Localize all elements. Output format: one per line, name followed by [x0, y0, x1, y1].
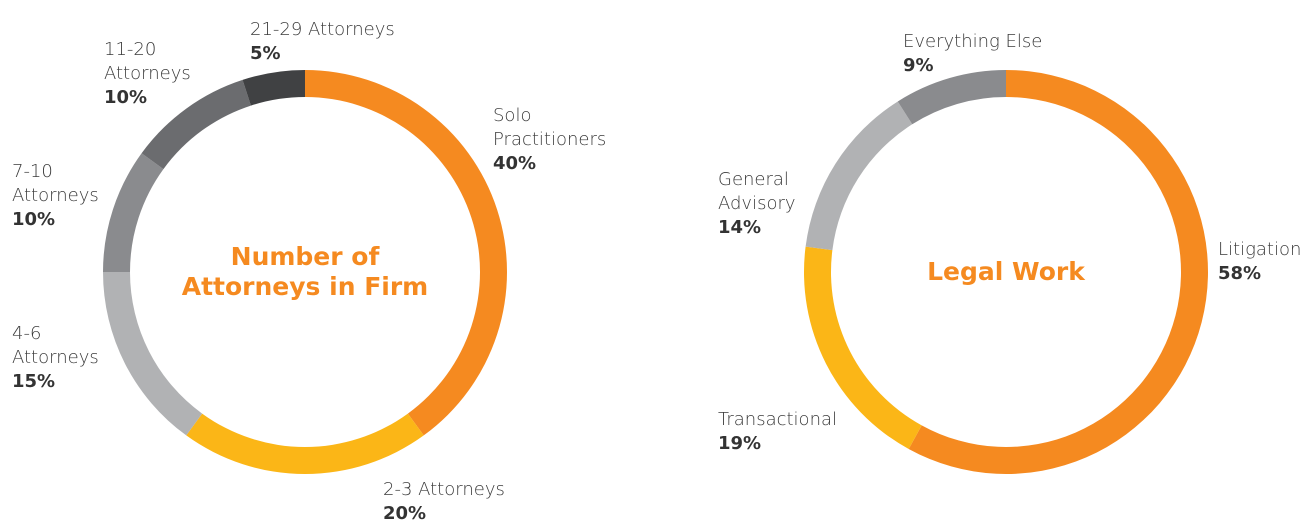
category-label: Everything Else [903, 31, 1043, 52]
value-label: 9% [903, 55, 934, 76]
value-label: 5% [250, 43, 281, 64]
donut-segment [103, 153, 164, 272]
category-label: Solo Practitioners [493, 105, 607, 150]
donut-segment [103, 272, 203, 436]
donut-segment [908, 70, 1208, 474]
value-label: 10% [12, 209, 56, 230]
category-label: 2-3 Attorneys [383, 479, 505, 500]
donut-segment [305, 70, 508, 436]
segment-label: Litigation 58% [1218, 238, 1301, 286]
donut-segment [242, 70, 305, 106]
donut-segment [897, 70, 1006, 125]
category-label: 7-10 Attorneys [12, 161, 99, 206]
value-label: 58% [1218, 263, 1262, 284]
donut-segment [805, 101, 913, 251]
category-label: Litigation [1218, 239, 1302, 260]
donut-segment [186, 413, 424, 475]
donut-segment [804, 246, 922, 450]
segment-label: 2-3 Attorneys 20% [383, 478, 505, 523]
segment-label: 4-6 Attorneys 15% [12, 322, 112, 394]
segment-label: 21-29 Attorneys 5% [250, 18, 395, 66]
segment-label: Everything Else 9% [903, 30, 1042, 78]
segment-label: 7-10 Attorneys 10% [12, 160, 112, 232]
chart-title: Legal Work [927, 257, 1085, 286]
category-label: General Advisory [718, 169, 796, 214]
category-label: 11-20 Attorneys [104, 39, 191, 84]
chart-title: Number of Attorneys in Firm [181, 242, 429, 301]
value-label: 15% [12, 371, 56, 392]
category-label: 4-6 Attorneys [12, 323, 99, 368]
category-label: Transactional [718, 409, 838, 430]
segment-label: 11-20 Attorneys 10% [104, 38, 204, 110]
segment-label: Transactional 19% [718, 408, 837, 456]
segment-label: Solo Practitioners 40% [493, 104, 623, 176]
value-label: 10% [104, 87, 148, 108]
value-label: 40% [493, 153, 537, 174]
value-label: 14% [718, 217, 762, 238]
category-label: 21-29 Attorneys [250, 19, 395, 40]
donut-segment [141, 79, 251, 170]
segment-label: General Advisory 14% [718, 168, 818, 240]
value-label: 19% [718, 433, 762, 454]
value-label: 20% [383, 503, 427, 523]
